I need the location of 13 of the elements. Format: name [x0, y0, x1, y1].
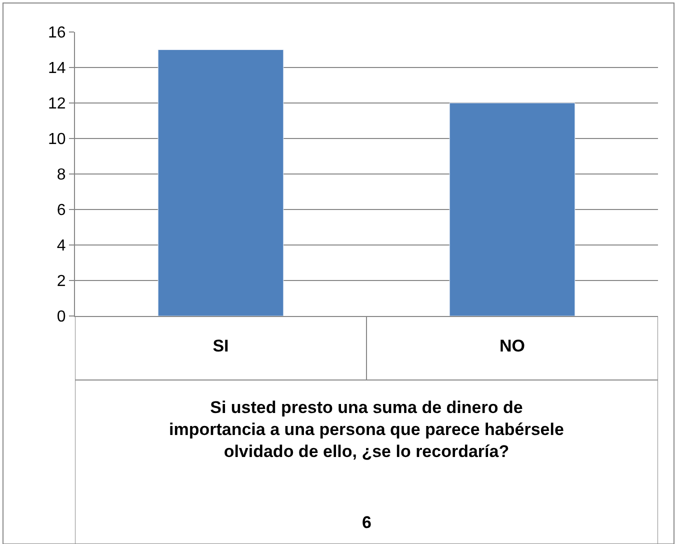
x-tick-label: NO	[500, 336, 525, 356]
y-tick-label: 4	[56, 238, 66, 255]
x-axis-title: Si usted presto una suma de dinero de importancia a una persona que parece habérsele olvidado de ello, ¿se lo recordaría?	[169, 398, 564, 462]
y-tick-label: 14	[48, 60, 66, 78]
text: 6	[362, 513, 372, 532]
y-tick-label: 8	[56, 166, 66, 184]
x-tick-label: SI	[212, 336, 229, 356]
y-tick-label: 0	[56, 308, 66, 326]
y-tick-label: 6	[56, 202, 66, 220]
y-tick-label: 16	[48, 24, 66, 42]
y-tick-label: 10	[48, 131, 66, 148]
y-tick-label: 2	[56, 273, 66, 290]
y-tick-label: 12	[48, 96, 66, 113]
